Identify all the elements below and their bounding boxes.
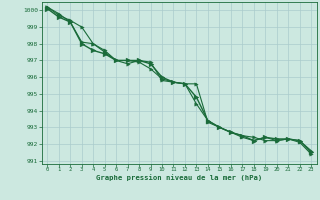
X-axis label: Graphe pression niveau de la mer (hPa): Graphe pression niveau de la mer (hPa) <box>96 174 262 181</box>
